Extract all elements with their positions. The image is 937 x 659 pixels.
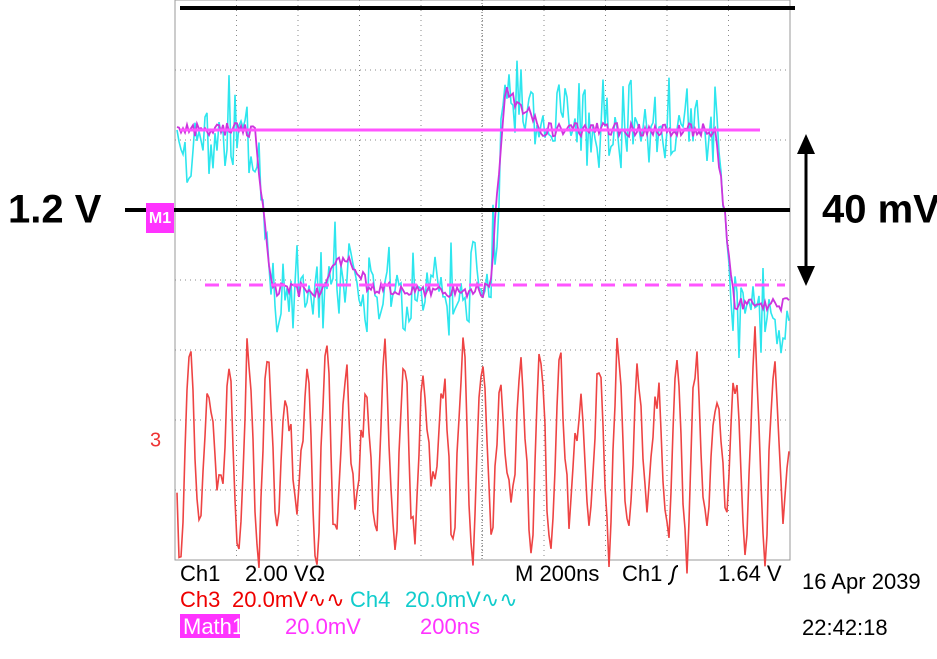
readout-text: Ch1 — [180, 561, 220, 586]
level-label: 1.2 V — [8, 188, 102, 232]
readout-text: 1.64 V — [718, 561, 782, 586]
readout-text: 2.00 VΩ — [245, 561, 325, 586]
scope-capture: 1.2 V 40 mV M1 3 Ch1 2.00 VΩ M 200ns Ch1… — [0, 0, 937, 659]
date: 16 Apr 2039 — [802, 569, 921, 594]
readout-text: 200ns — [420, 614, 480, 639]
math-marker: M1 — [149, 210, 171, 227]
readout-text: Ch3 — [180, 587, 220, 612]
readout-text: Ch1 — [622, 561, 662, 586]
readout-text: 20.0mV∿∿ — [405, 587, 518, 612]
readout-text: 20.0mV∿∿ — [232, 587, 345, 612]
time: 22:42:18 — [802, 615, 888, 640]
readout-text: M 200ns — [515, 561, 599, 586]
readout-text: Math1 — [183, 614, 244, 639]
readout-text: Ch4 — [350, 587, 390, 612]
ch3-marker: 3 — [150, 429, 161, 451]
readout-text: 20.0mV — [285, 614, 361, 639]
span-label: 40 mV — [822, 188, 937, 232]
